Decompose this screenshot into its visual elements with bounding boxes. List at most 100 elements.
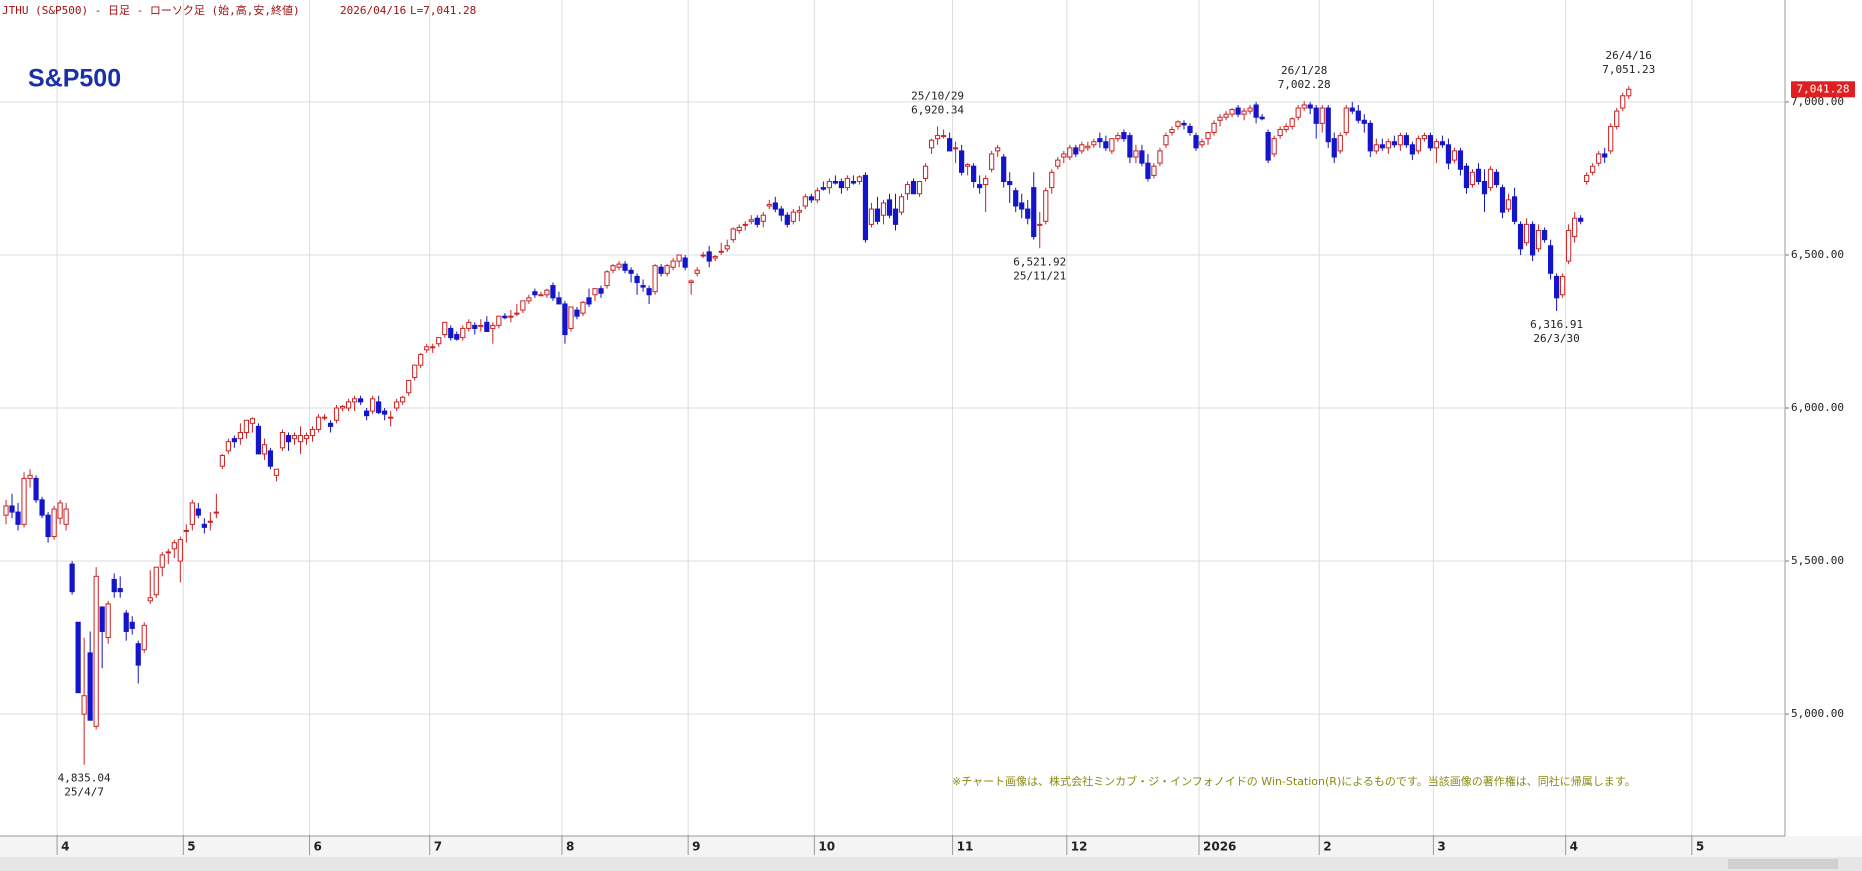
candle-body — [69, 563, 75, 593]
candle-body — [1511, 196, 1518, 222]
candle-body — [496, 315, 502, 326]
annotation-value: 4,835.04 — [58, 772, 111, 785]
candle-body — [730, 228, 736, 241]
candle-body — [99, 606, 105, 632]
candle-body — [874, 208, 881, 222]
candle-body — [1505, 199, 1512, 210]
candle-body — [610, 265, 616, 271]
candle-body — [436, 337, 442, 345]
candle-body — [910, 181, 917, 195]
candle-body — [1397, 135, 1403, 146]
candle-body — [1151, 165, 1157, 176]
candle-body — [1043, 190, 1049, 222]
header: JTHU (S&P500) - 日足 - ローソク足 (始,高,安,終値) — [2, 3, 300, 17]
candle-body — [1523, 223, 1530, 244]
y-tick-label: 5,000.00 — [1791, 707, 1844, 720]
candle-body — [51, 508, 57, 538]
candle-body — [604, 271, 610, 287]
candle-body — [1295, 107, 1301, 118]
notice: ※チャート画像は、株式会社ミンカブ・ジ・インフォノイドの Win-Station… — [952, 774, 1636, 788]
last-price-label: 7,041.28 — [1797, 82, 1850, 95]
candle-body — [394, 401, 400, 409]
candle-body — [856, 176, 863, 183]
scrollbar-thumb[interactable] — [1728, 859, 1838, 869]
candle-body — [742, 223, 748, 226]
candle-body — [1325, 107, 1331, 143]
candle-body — [1499, 187, 1506, 213]
candle-body — [568, 306, 574, 329]
candle-body — [249, 418, 256, 424]
candle-body — [532, 291, 538, 296]
x-tick-label: 8 — [566, 840, 574, 854]
candle-body — [1025, 208, 1031, 219]
candle-body — [424, 346, 430, 351]
candle-body — [778, 208, 784, 216]
candle-body — [45, 514, 51, 538]
candle-body — [195, 508, 201, 516]
candle-body — [724, 245, 730, 250]
grid — [0, 0, 1789, 855]
candle-body — [1535, 229, 1542, 250]
candle-body — [75, 621, 81, 694]
candle-body — [1379, 144, 1385, 149]
candle-body — [628, 269, 634, 274]
annotation-date: 26/3/30 — [1533, 332, 1579, 345]
candle-body — [1572, 217, 1578, 238]
candle-body — [1079, 144, 1085, 152]
candle-body — [454, 334, 460, 340]
candle-body — [225, 441, 231, 452]
candle-body — [1463, 165, 1470, 189]
candle-body — [309, 428, 316, 437]
candle-body — [33, 477, 39, 501]
candle-body — [898, 196, 905, 213]
candle-body — [754, 217, 760, 225]
candle-body — [1037, 223, 1043, 226]
candle-body — [1349, 107, 1355, 112]
candle-body — [934, 135, 941, 140]
candle-body — [862, 174, 869, 241]
annotation-value: 6,316.91 — [1530, 318, 1583, 331]
x-tick-label: 7 — [434, 840, 442, 854]
candle-body — [243, 419, 250, 433]
candle-body — [1602, 153, 1608, 158]
candle-body — [1373, 144, 1379, 152]
candle-body — [448, 327, 454, 339]
candle-body — [189, 502, 195, 525]
candle-body — [171, 542, 177, 550]
candle-body — [63, 508, 69, 525]
candle-body — [766, 203, 772, 207]
candle-body — [400, 396, 406, 403]
candle-body — [1091, 141, 1097, 146]
candle-body — [1620, 95, 1626, 109]
candle-body — [237, 431, 244, 440]
candle-body — [814, 190, 820, 201]
candle-body — [135, 643, 141, 666]
candle-body — [1181, 122, 1187, 126]
candle-body — [1566, 229, 1572, 262]
candle-body — [700, 254, 706, 257]
candle-body — [1223, 113, 1229, 118]
candle-body — [255, 425, 262, 455]
candle-body — [315, 416, 322, 430]
candle-body — [81, 695, 87, 715]
annotation-value: 7,051.23 — [1602, 63, 1655, 76]
scrollbar[interactable] — [0, 857, 1862, 871]
candle-body — [1277, 128, 1283, 137]
candle-body — [231, 438, 237, 443]
candle-body — [141, 624, 147, 651]
candle-body — [664, 265, 670, 274]
candle-body — [1133, 150, 1139, 158]
candle-body — [670, 260, 676, 268]
candle-body — [1529, 223, 1536, 256]
candle-body — [646, 288, 652, 296]
annotation-value: 6,920.34 — [911, 103, 964, 116]
candle-body — [736, 226, 742, 231]
candle-body — [111, 578, 117, 593]
candle-body — [165, 551, 171, 554]
candle-body — [748, 219, 754, 222]
candle-body — [1259, 116, 1265, 120]
candle-body — [297, 435, 304, 443]
candle-body — [1614, 110, 1620, 127]
candle-body — [790, 211, 796, 222]
candle-body — [1548, 245, 1554, 274]
